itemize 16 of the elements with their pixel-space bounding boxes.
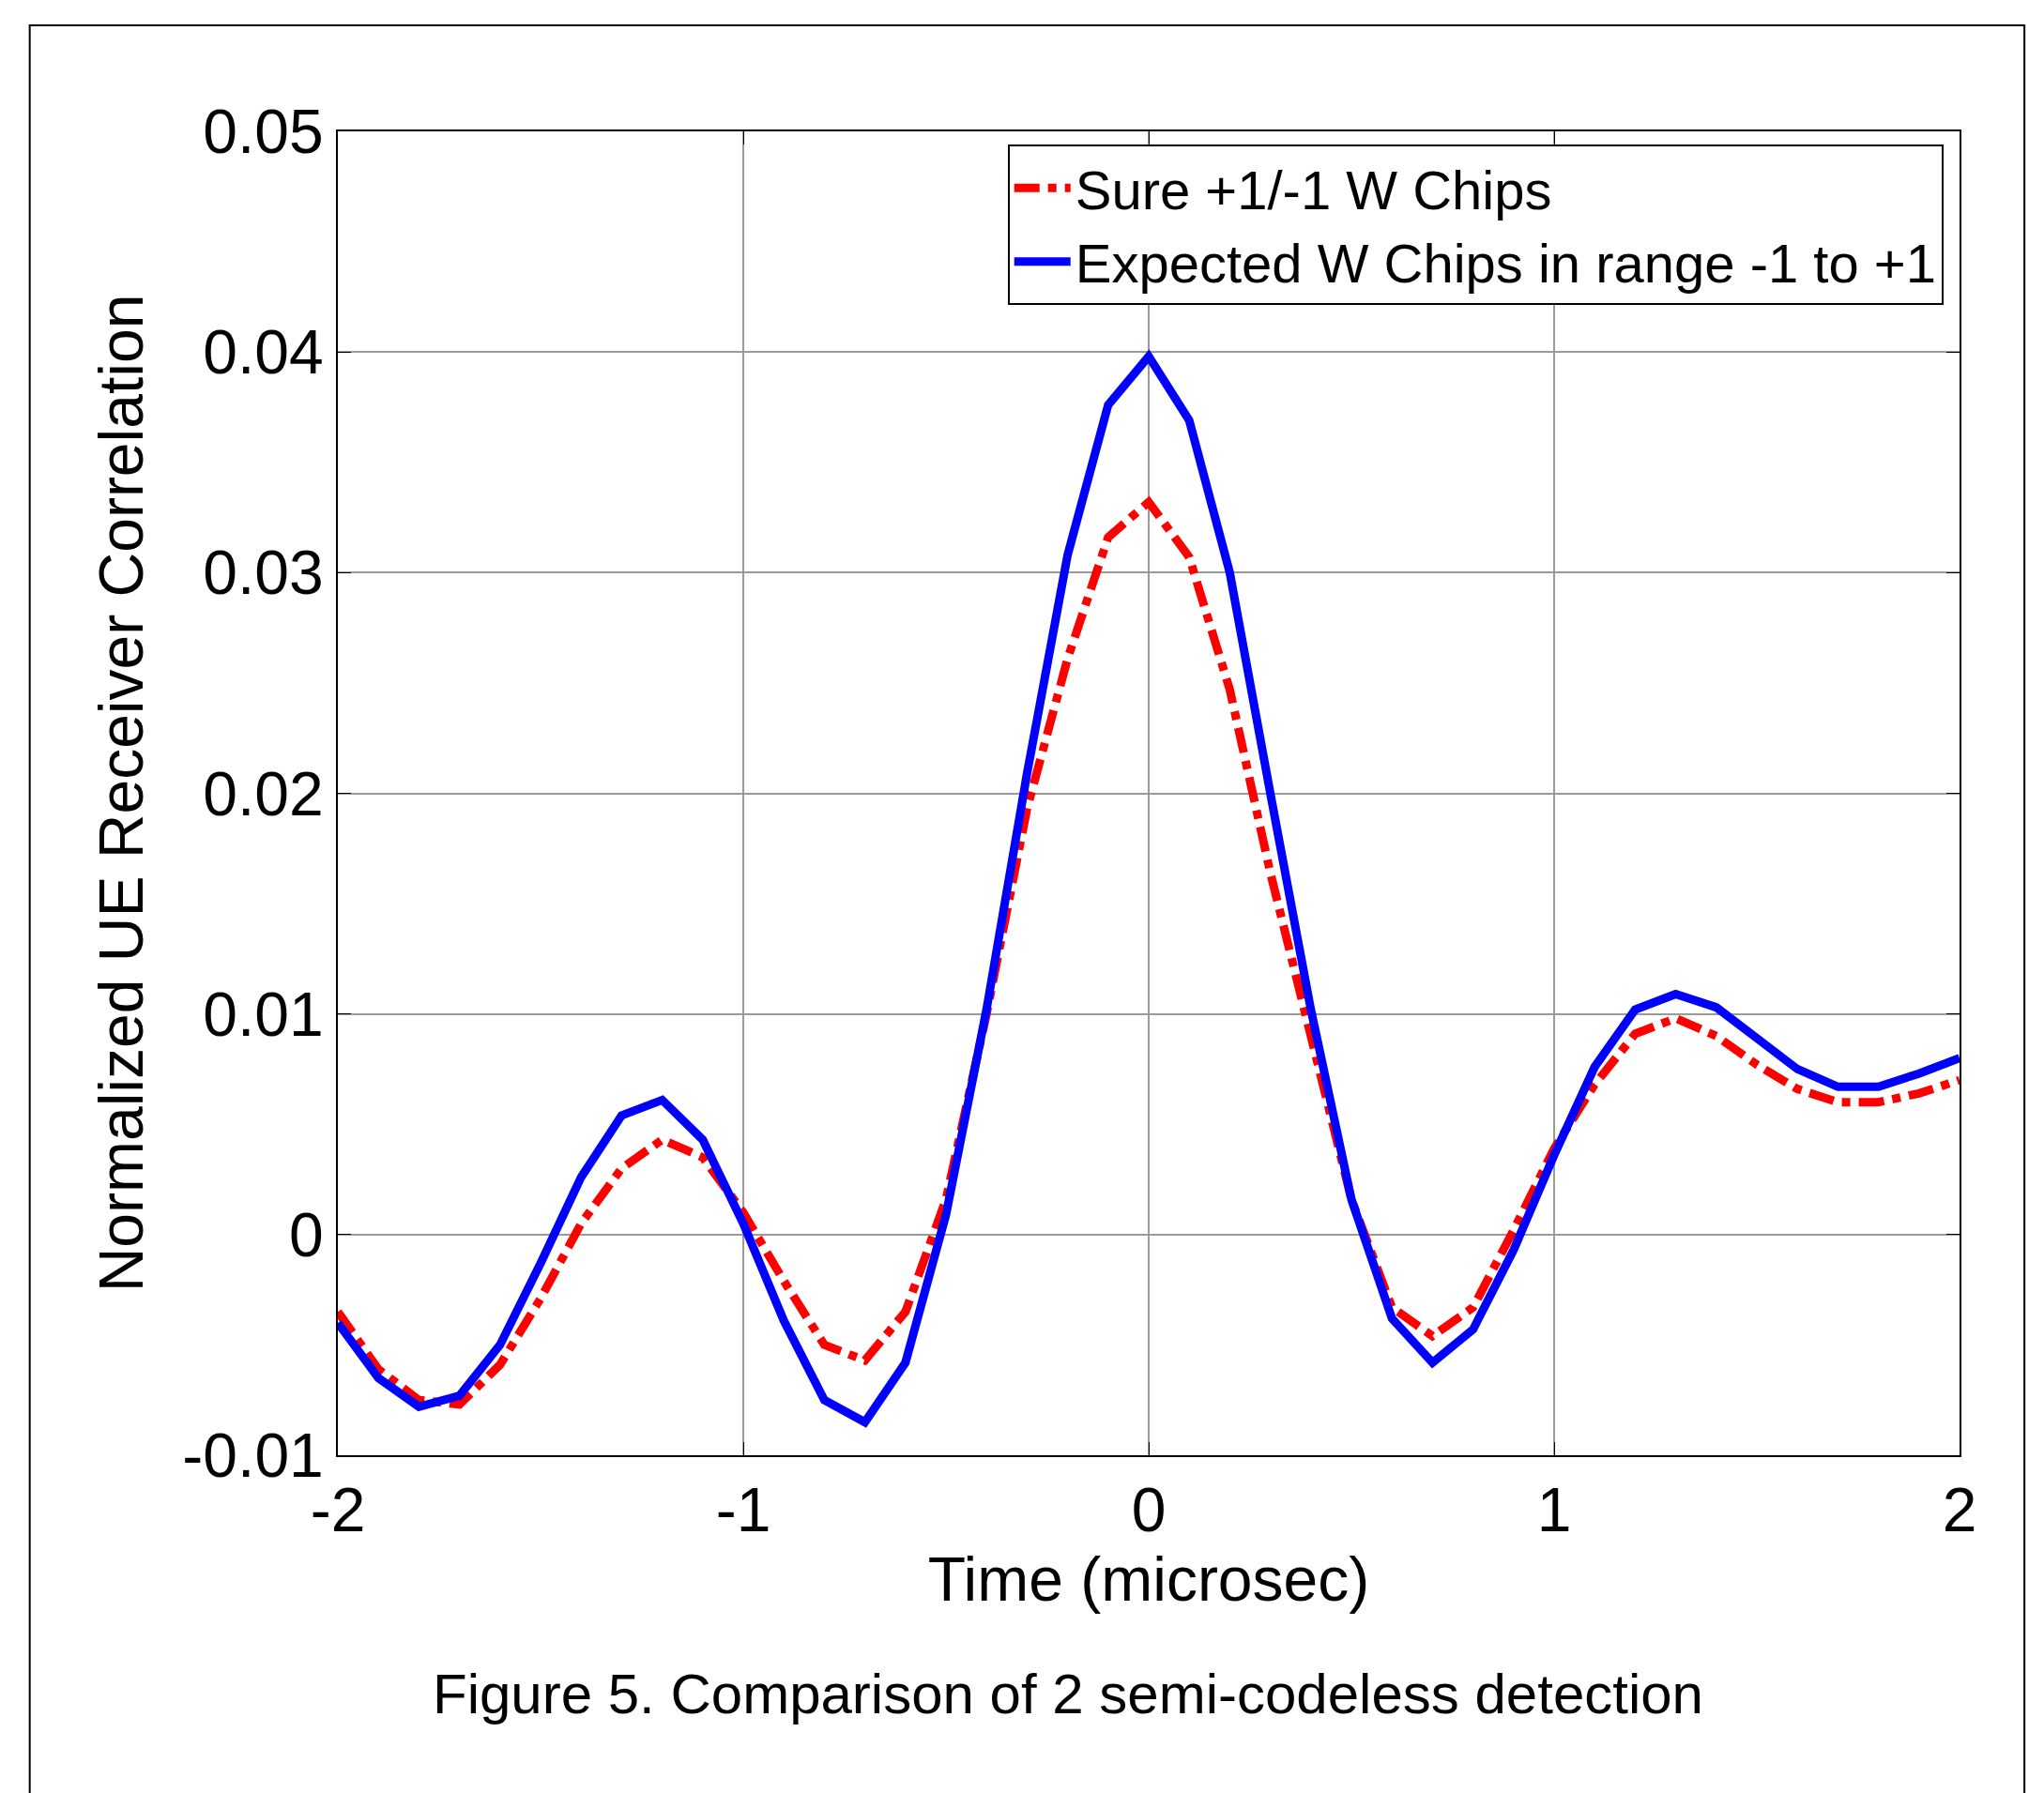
y-axis-title: Normalized UE Receiver Correlation: [86, 294, 157, 1293]
x-tick-label: 0: [1131, 1475, 1167, 1545]
y-tick-label: 0.05: [203, 97, 324, 167]
x-tick-label: 2: [1942, 1475, 1977, 1545]
y-tick-label: -0.01: [182, 1421, 324, 1491]
caption: Figure 5. Comparison of 2 semi-codeless detection: [433, 1663, 1703, 1725]
x-tick-label: -1: [715, 1475, 771, 1545]
legend-label: Sure +1/-1 W Chips: [1075, 159, 1552, 220]
x-axis-title: Time (microsec): [927, 1544, 1370, 1615]
legend-label: Expected W Chips in range -1 to +1: [1075, 233, 1936, 295]
y-tick-label: 0.01: [203, 979, 324, 1049]
y-tick-label: 0: [289, 1199, 324, 1269]
y-tick-label: 0.03: [203, 538, 324, 608]
y-tick-label: 0.04: [203, 317, 324, 387]
y-tick-label: 0.02: [203, 758, 324, 828]
x-tick-label: 1: [1536, 1475, 1572, 1545]
